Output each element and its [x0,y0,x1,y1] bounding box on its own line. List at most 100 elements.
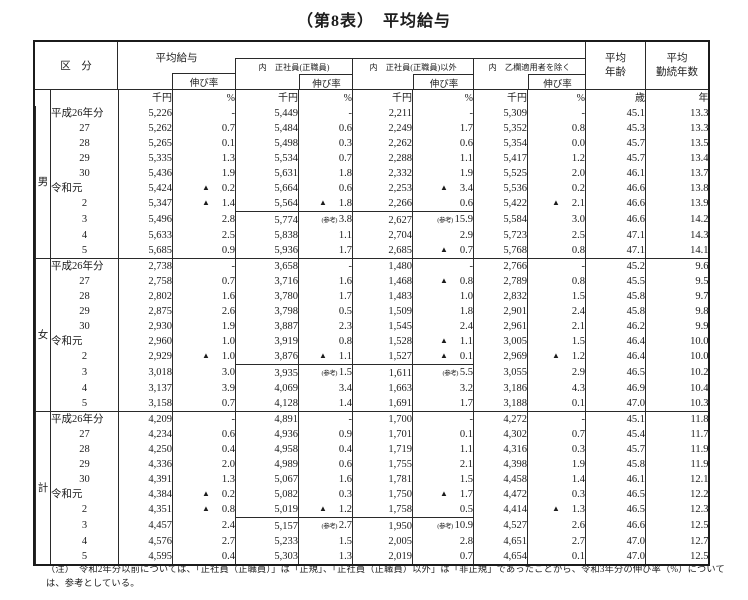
value-cell: 4,958 [235,442,299,457]
rate-cell: ▲ 1.2 [527,349,586,365]
rate-value: 1.2 [338,504,352,515]
year-cell: 令和元 [50,181,119,196]
rate-value: 0.6 [221,429,235,440]
value-cell: 1,700 [352,411,413,427]
rate-value: 0.6 [338,459,352,470]
rate-value: 2.7 [338,520,352,531]
age-cell: 46.5 [585,487,646,502]
year-cell: 28 [50,289,119,304]
rate-value: - [348,108,353,119]
rate-value: 3.0 [571,214,585,226]
year-cell: 28 [50,442,119,457]
year-cell: 4 [50,228,119,243]
rate-value: 0.4 [221,444,235,455]
rate-value: 1.6 [221,291,235,302]
value-cell: 5,354 [473,136,528,151]
service-years-cell: 14.3 [645,228,709,243]
service-years-cell: 13.3 [645,121,709,136]
reference-mark: (参考) [442,370,459,377]
negative-triangle-mark: ▲ [551,198,560,208]
rate-cell: 0.6 [412,196,474,212]
age-cell: 46.5 [585,364,646,381]
rate-value: 1.7 [338,291,352,302]
value-cell: 5,449 [235,106,299,121]
rate-cell: 0.4 [172,442,236,457]
rate-cell: 0.6 [298,181,353,196]
data-row: 29 2,875 2.6 3,798 0.5 1,509 1.8 2,901 2.4 45.8 9.… [36,304,709,319]
reference-mark: (参考) [321,217,338,224]
value-cell: 2,969 [473,349,528,365]
header-average-service-line1: 平均 [666,53,688,65]
rate-value: 0.3 [338,489,352,500]
value-cell: 3,005 [473,334,528,349]
rate-value: 0.5 [338,306,352,317]
rate-value: 2.0 [571,168,585,179]
age-cell: 46.6 [585,211,646,228]
rate-value: - [348,414,353,425]
rate-cell: (参考) 3.8 [298,211,353,228]
rate-cell: 1.8 [298,166,353,181]
header-average-age-line2: 年齢 [605,66,626,78]
data-row: 5 4,595 0.4 5,303 1.3 2,019 0.7 4,654 0.1 47.0 12.… [36,549,709,564]
rate-cell: 3.9 [172,381,236,396]
service-years-cell: 13.3 [645,106,709,121]
rate-cell: 0.7 [172,396,236,412]
rate-cell: 1.6 [298,472,353,487]
data-row: 2 2,929 ▲ 1.0 3,876 ▲ 1.1 1,527 ▲ 0.1 2,969 ▲ 1.2 46.… [36,349,709,365]
rate-cell: - [298,411,353,427]
value-cell: 2,901 [473,304,528,319]
rate-value: - [581,414,586,425]
year-cell: 平成26年分 [50,258,119,274]
negative-triangle-mark: ▲ [551,504,560,514]
reference-mark: (参考) [437,217,453,224]
rate-value: - [469,261,474,272]
rate-value: 10.9 [454,520,473,531]
rate-value: 1.8 [459,306,473,317]
rate-value: 2.7 [571,536,585,547]
value-cell: 5,838 [235,228,299,243]
value-cell: 5,496 [118,211,173,228]
data-row: 29 4,336 2.0 4,989 0.6 1,755 2.1 4,398 1.9 45.8 11… [36,457,709,472]
year-cell: 27 [50,121,119,136]
age-cell: 45.8 [585,457,646,472]
value-cell: 4,458 [473,472,528,487]
value-cell: 4,384 [118,487,173,502]
rate-cell: 2.1 [412,457,474,472]
value-cell: 5,584 [473,211,528,228]
rate-cell: 1.5 [527,334,586,349]
age-cell: 47.1 [585,243,646,259]
rate-value: 0.6 [459,138,473,149]
year-cell: 5 [50,396,119,412]
rate-cell: ▲ 1.1 [298,349,353,365]
value-cell: 3,186 [473,381,528,396]
data-row: 令和元 2,960 1.0 3,919 0.8 1,528 ▲ 1.1 3,005 1.5 46.4… [36,334,709,349]
rate-value: 1.2 [571,153,585,164]
rate-cell: 1.4 [298,396,353,412]
rate-cell: 1.7 [412,121,474,136]
rate-value: - [469,108,474,119]
unit-percent: % [527,90,586,106]
value-cell: 4,414 [473,502,528,518]
data-table: 千円 % 千円 % 千円 % 千円 % 歳 年 男平成26年分 5,226-5,4… [35,90,709,564]
rate-value: 0.8 [571,276,585,287]
rate-cell: ▲ 1.3 [527,502,586,518]
negative-triangle-mark: ▲ [201,504,210,514]
page-title: （第8表） 平均給与 [296,13,451,30]
rate-value: 2.6 [221,306,235,317]
rate-value: 1.6 [338,276,352,287]
header-group-excl-otsu: 内 乙欄適用者を除く 伸び率 [473,58,586,90]
year-cell: 5 [50,549,119,564]
rate-value: 0.7 [338,153,352,164]
year-cell: 2 [50,349,119,365]
year-cell: 27 [50,427,119,442]
rate-cell: - [527,258,586,274]
rate-value: 0.7 [459,245,473,256]
rate-cell: 1.4 [527,472,586,487]
service-years-cell: 13.8 [645,181,709,196]
value-cell: 4,989 [235,457,299,472]
rate-value: 3.4 [459,183,473,194]
rate-value: 1.7 [459,489,473,500]
rate-value: 1.8 [338,168,352,179]
data-row: 30 5,436 1.9 5,631 1.8 2,332 1.9 5,525 2.0 46.1 13… [36,166,709,181]
